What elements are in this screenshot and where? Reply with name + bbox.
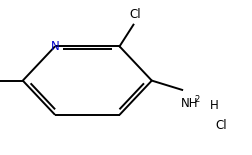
Text: H: H <box>209 99 217 112</box>
Text: Cl: Cl <box>215 119 226 132</box>
Text: 2: 2 <box>194 95 199 104</box>
Text: NH: NH <box>180 97 198 110</box>
Text: Cl: Cl <box>129 8 140 21</box>
Text: N: N <box>50 40 59 53</box>
